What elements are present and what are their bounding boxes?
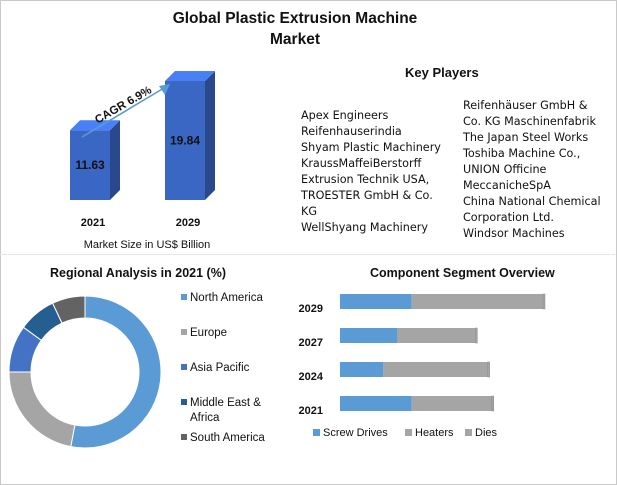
bar-2021-front bbox=[70, 130, 110, 200]
bar-side-2029 bbox=[205, 70, 215, 201]
legend-label: North America bbox=[190, 292, 263, 304]
key-player-item: China National Chemical bbox=[463, 195, 601, 208]
segment-screw-drives bbox=[340, 294, 412, 309]
key-player-item: TROESTER GmbH & Co. bbox=[301, 189, 433, 202]
key-player-item: KraussMaffeiBerstorff bbox=[301, 157, 422, 170]
market-size-chart: 11.63 2021 19.84 2029 Market Size in US$ Bil… bbox=[70, 70, 215, 251]
key-player-item: The Japan Steel Works bbox=[463, 131, 589, 144]
bar-category-label: 2029 bbox=[176, 217, 200, 229]
segment-screw-drives bbox=[340, 396, 412, 411]
segment-heaters bbox=[411, 294, 543, 309]
segment-dies bbox=[491, 395, 494, 412]
bar-value-label: 19.84 bbox=[170, 133, 200, 147]
bar-value-label: 11.63 bbox=[75, 158, 105, 172]
key-players-column-2: Reifenhäuser GmbH & Co. KG Maschinenfabri… bbox=[463, 98, 601, 242]
legend-swatch bbox=[181, 399, 187, 405]
page-title: Global Plastic Extrusion Machine Market bbox=[172, 10, 418, 48]
regional-analysis-title: Regional Analysis in 2021 (%) bbox=[50, 266, 226, 280]
key-players-column-1: Apex Engineers Reifenhauserindia Shyam Pla… bbox=[301, 108, 441, 236]
legend-label: Heaters bbox=[415, 427, 454, 439]
bar-top-2021 bbox=[70, 120, 120, 131]
legend-swatch bbox=[181, 434, 187, 440]
legend-label: Middle East & bbox=[190, 397, 261, 409]
bar-top-2029 bbox=[165, 70, 215, 81]
legend-swatch bbox=[465, 429, 472, 436]
year-label: 2021 bbox=[299, 405, 323, 417]
legend-label: Screw Drives bbox=[323, 427, 388, 439]
segment-screw-drives bbox=[340, 362, 384, 377]
key-player-item: Extrusion Technik USA, bbox=[301, 173, 430, 186]
section-divider bbox=[0, 254, 615, 255]
legend-label: Europe bbox=[190, 327, 227, 339]
year-label: 2027 bbox=[299, 337, 323, 349]
donut-slice-south-america bbox=[51, 295, 86, 324]
cagr-arrow-head bbox=[159, 84, 170, 95]
bar-side-2021 bbox=[110, 120, 120, 200]
key-player-item: Shyam Plastic Machinery bbox=[301, 141, 441, 154]
legend-swatch bbox=[313, 429, 320, 436]
regional-donut-chart: North America Europe Asia Pacific Middle Ea… bbox=[8, 292, 265, 449]
segment-dies bbox=[475, 327, 478, 344]
key-player-item: Apex Engineers bbox=[301, 109, 389, 122]
segment-screw-drives bbox=[340, 328, 398, 343]
segment-heaters bbox=[411, 396, 492, 411]
key-player-item: Co. KG Maschinenfabrik bbox=[463, 115, 596, 128]
key-player-item: Corporation Ltd. bbox=[463, 211, 554, 224]
legend-swatch bbox=[405, 429, 412, 436]
legend-swatch bbox=[181, 329, 187, 335]
key-player-item: Windsor Machines bbox=[463, 227, 565, 240]
key-player-item: Reifenhäuser GmbH & bbox=[463, 99, 588, 112]
donut-slice-north-america bbox=[70, 295, 162, 449]
key-player-item: UNION Officine bbox=[463, 163, 547, 176]
segment-heaters bbox=[383, 362, 488, 377]
legend-swatch bbox=[181, 364, 187, 370]
segment-dies bbox=[542, 293, 546, 310]
key-player-item: Reifenhauserindia bbox=[301, 125, 402, 138]
market-size-caption: Market Size in US$ Billion bbox=[84, 239, 211, 251]
bar-category-label: 2021 bbox=[81, 217, 105, 229]
segment-dies bbox=[487, 361, 490, 378]
legend-label: Dies bbox=[475, 427, 498, 439]
year-label: 2024 bbox=[299, 371, 324, 383]
bar-2029-front bbox=[165, 80, 205, 200]
donut-slice-europe bbox=[8, 371, 76, 448]
legend-label: Asia Pacific bbox=[190, 362, 250, 374]
legend-swatch bbox=[181, 294, 187, 300]
key-player-item: KG bbox=[301, 205, 318, 218]
legend-label: Africa bbox=[190, 412, 220, 424]
component-segment-title: Component Segment Overview bbox=[370, 266, 555, 280]
legend-label: South America bbox=[190, 432, 265, 444]
cagr-arrow-line bbox=[81, 87, 165, 138]
year-label: 2029 bbox=[299, 303, 323, 315]
key-player-item: MeccanicheSpA bbox=[463, 179, 551, 192]
segment-heaters bbox=[397, 328, 476, 343]
cagr-label: CAGR 6.9% bbox=[93, 84, 154, 126]
key-player-item: WellShyang Machinery bbox=[301, 221, 428, 234]
key-player-item: Toshiba Machine Co., bbox=[463, 147, 581, 160]
key-players-title: Key Players bbox=[405, 65, 479, 80]
